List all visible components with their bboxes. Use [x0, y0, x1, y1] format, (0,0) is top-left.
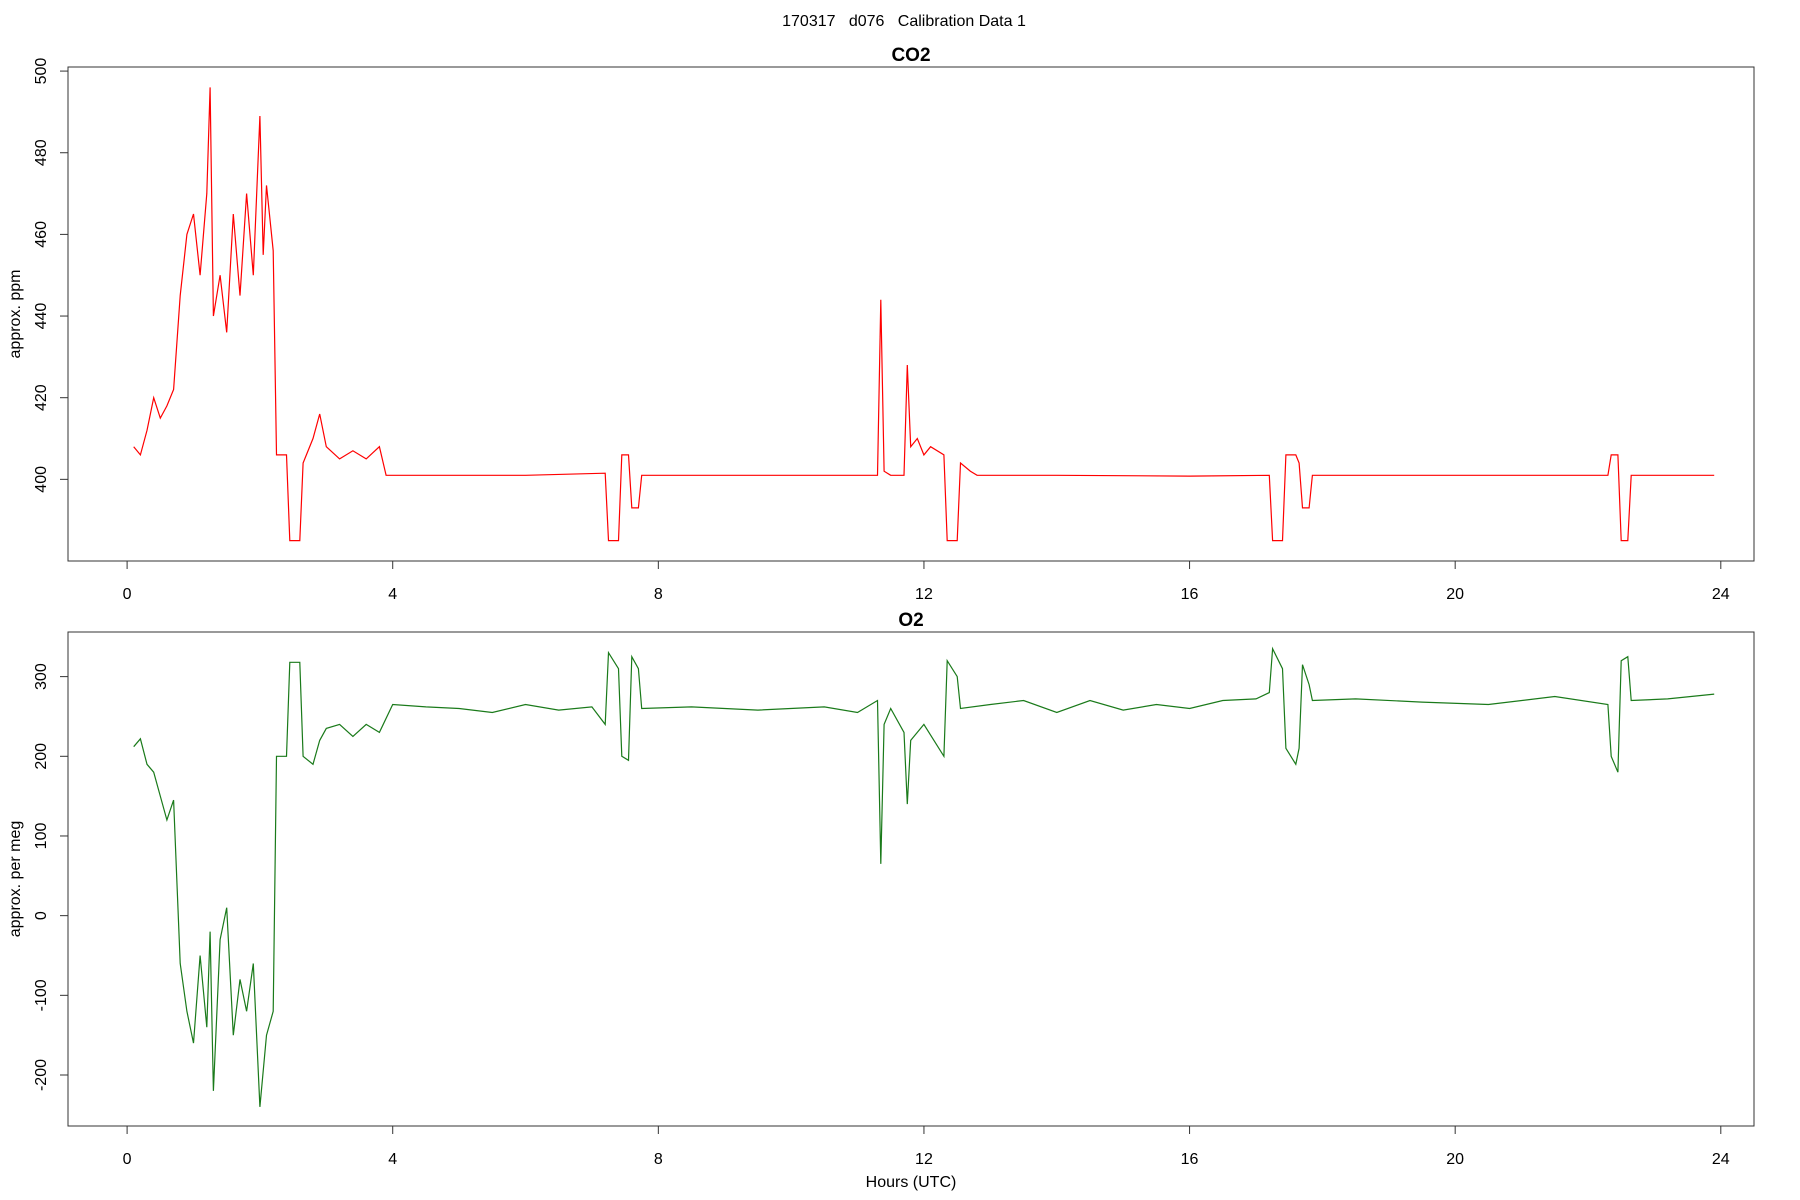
- x-tick-label: 12: [915, 586, 933, 603]
- data-line: [133, 646, 1715, 1107]
- figure-title: 170317 d076 Calibration Data 1: [782, 13, 1026, 30]
- x-tick-label: 8: [654, 1151, 663, 1168]
- x-tick-label: 0: [123, 1151, 132, 1168]
- data-line: [133, 87, 1715, 542]
- x-tick-label: 12: [915, 1151, 933, 1168]
- x-tick-label: 24: [1712, 1151, 1730, 1168]
- y-tick-label: -200: [33, 1059, 50, 1091]
- chart-title: CO2: [891, 45, 930, 66]
- y-tick-label: -100: [33, 979, 50, 1011]
- plot-frame: [67, 66, 1755, 562]
- y-tick-label: 460: [33, 221, 50, 248]
- y-axis-label: approx. ppm: [7, 270, 24, 359]
- x-tick-label: 0: [123, 586, 132, 603]
- chart-title: O2: [898, 610, 923, 631]
- y-tick-label: 500: [33, 58, 50, 85]
- y-tick-label: 400: [33, 466, 50, 493]
- x-tick-label: 8: [654, 586, 663, 603]
- x-tick-label: 20: [1446, 586, 1464, 603]
- y-tick-label: 100: [33, 823, 50, 850]
- y-tick-label: 480: [33, 139, 50, 166]
- y-tick-label: 440: [33, 303, 50, 330]
- x-axis-label: Hours (UTC): [866, 1174, 957, 1191]
- y-tick-label: 420: [33, 384, 50, 411]
- x-tick-label: 20: [1446, 1151, 1464, 1168]
- x-tick-label: 4: [388, 1151, 397, 1168]
- x-tick-label: 16: [1181, 1151, 1199, 1168]
- x-tick-label: 24: [1712, 586, 1730, 603]
- y-axis-label: approx. per meg: [7, 821, 24, 938]
- y-tick-label: 300: [33, 663, 50, 690]
- y-tick-label: 200: [33, 743, 50, 770]
- y-tick-label: 0: [33, 911, 50, 920]
- plot-frame: [67, 631, 1755, 1127]
- x-tick-label: 16: [1181, 586, 1199, 603]
- x-tick-label: 4: [388, 586, 397, 603]
